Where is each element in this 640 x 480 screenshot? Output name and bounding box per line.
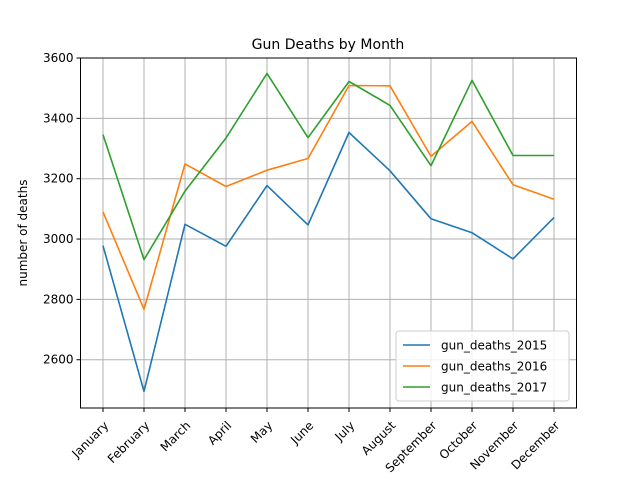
x-tick-label: July bbox=[331, 418, 357, 444]
x-tick-label: May bbox=[248, 418, 275, 445]
legend-label: gun_deaths_2017 bbox=[441, 381, 547, 395]
x-tick-label: February bbox=[105, 418, 153, 466]
series-lines bbox=[102, 72, 555, 393]
series-line-gun_deaths_2017 bbox=[102, 72, 554, 261]
y-tick-label: 3400 bbox=[43, 111, 74, 125]
series-line-gun_deaths_2015 bbox=[102, 131, 555, 393]
series-line-gun_deaths_2016 bbox=[102, 84, 555, 311]
legend: gun_deaths_2015 gun_deaths_2016 gun_deaths… bbox=[395, 330, 570, 402]
x-tick-label: April bbox=[205, 418, 234, 447]
y-tick-label: 2800 bbox=[43, 292, 74, 306]
x-tick-label: March bbox=[158, 418, 194, 454]
x-tick-label: August bbox=[359, 418, 399, 458]
y-axis-label: number of deaths bbox=[16, 180, 30, 287]
y-tick-label: 2600 bbox=[43, 353, 74, 367]
y-tick-label: 3600 bbox=[43, 51, 74, 65]
legend-label: gun_deaths_2015 bbox=[441, 339, 547, 353]
y-tick-label: 3000 bbox=[43, 232, 74, 246]
plot-frame bbox=[80, 57, 577, 409]
legend-box bbox=[395, 330, 570, 402]
x-tick-label: June bbox=[287, 418, 316, 447]
chart-title: Gun Deaths by Month bbox=[252, 37, 405, 53]
y-tick-label: 3200 bbox=[43, 172, 74, 186]
legend-label: gun_deaths_2016 bbox=[441, 360, 547, 374]
